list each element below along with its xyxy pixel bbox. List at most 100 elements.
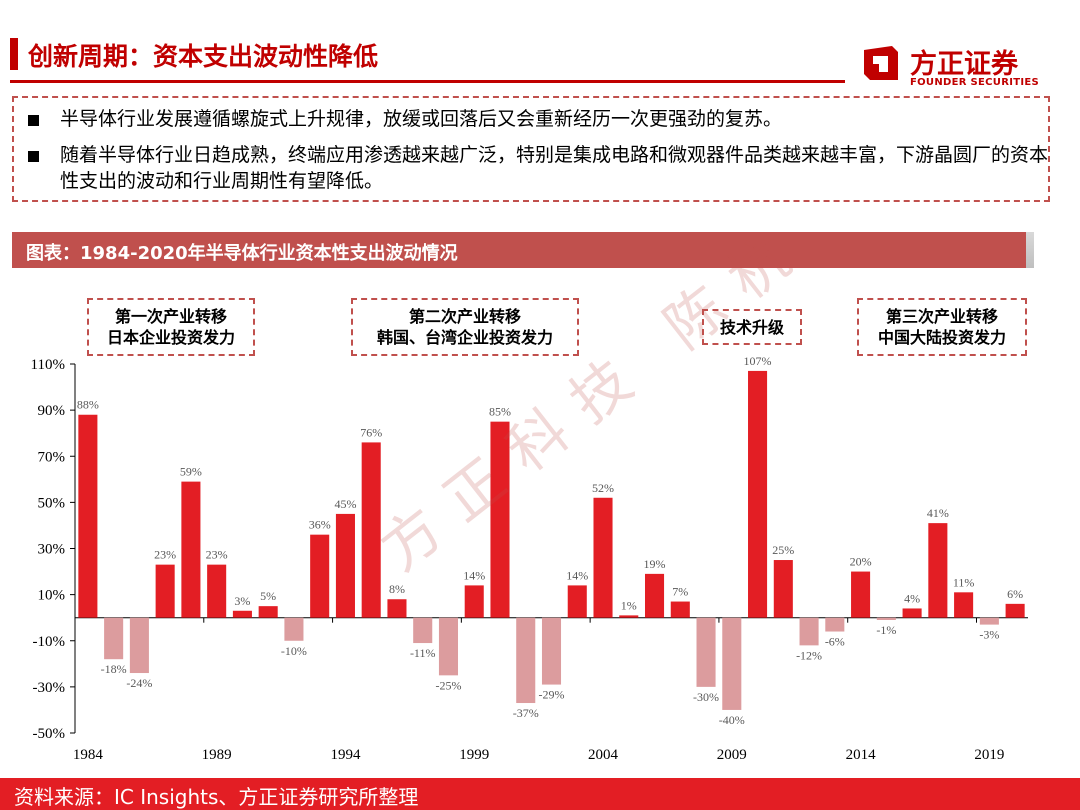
x-tick-label: 1999	[459, 747, 489, 763]
data-bar	[104, 617, 124, 660]
data-bar	[670, 601, 690, 618]
data-bar	[413, 617, 433, 644]
data-label: 25%	[772, 543, 794, 557]
data-label: 1%	[621, 598, 637, 612]
data-label: 19%	[644, 557, 666, 571]
data-bar	[825, 617, 845, 632]
callout-line: 中国大陆投资发力	[877, 328, 1006, 347]
data-label: 4%	[904, 591, 920, 605]
x-tick-label: 1989	[202, 747, 232, 763]
y-tick-label: -50%	[33, 726, 66, 742]
data-bar	[567, 585, 587, 618]
data-label: 6%	[1007, 587, 1023, 601]
data-label: 88%	[77, 398, 99, 412]
bullet-text: 半导体行业发展遵循螺旋式上升规律，放缓或回落后又会重新经历一次更强劲的复苏。	[60, 108, 783, 130]
data-bar	[361, 442, 381, 618]
y-tick-label: 30%	[38, 542, 66, 558]
data-bar	[748, 370, 768, 618]
data-bar	[593, 497, 613, 618]
data-bar	[78, 414, 98, 618]
data-bar	[181, 481, 201, 618]
callout-tech-upgrade: 技术升级	[702, 309, 802, 345]
data-label: -1%	[876, 623, 896, 637]
data-bar	[902, 608, 922, 618]
summary-box: 半导体行业发展遵循螺旋式上升规律，放缓或回落后又会重新经历一次更强劲的复苏。 随…	[12, 96, 1050, 202]
data-bar	[516, 617, 536, 704]
data-label: 23%	[206, 548, 228, 562]
y-tick-label: 70%	[38, 449, 66, 465]
founder-logo-icon	[864, 46, 898, 80]
callout-line: 日本企业投资发力	[106, 328, 235, 347]
data-label: 11%	[953, 575, 975, 589]
data-label: 52%	[592, 481, 614, 495]
y-tick-label: 110%	[31, 357, 65, 373]
callout-line: 韩国、台湾企业投资发力	[376, 328, 553, 347]
logo-english-name: FOUNDER SECURITIES	[910, 77, 1040, 88]
data-bar	[387, 599, 407, 618]
data-label: -18%	[101, 662, 127, 676]
data-bar	[928, 523, 948, 618]
data-bar	[129, 617, 149, 674]
data-label: -37%	[513, 706, 539, 720]
data-label: -6%	[825, 635, 845, 649]
footer-bar: 资料来源：IC Insights、方正证券研究所整理	[0, 778, 1080, 810]
callout-second-shift: 第二次产业转移 韩国、台湾企业投资发力	[351, 298, 579, 356]
data-bar	[979, 617, 999, 625]
callout-line: 第三次产业转移	[885, 307, 998, 326]
data-label: 7%	[672, 585, 688, 599]
x-tick-label: 2014	[846, 747, 877, 763]
data-label: 59%	[180, 465, 202, 479]
data-bar	[876, 617, 896, 620]
data-label: 23%	[154, 548, 176, 562]
data-label: -3%	[979, 628, 999, 642]
callout-line: 第二次产业转移	[408, 307, 521, 326]
x-tick-label: 2009	[717, 747, 747, 763]
data-label: 41%	[927, 506, 949, 520]
y-tick-label: 90%	[38, 403, 66, 419]
chart-banner-fill: 图表：1984-2020年半导体行业资本性支出波动情况	[12, 232, 1026, 268]
capex-bar-chart: 110%90%70%50%30%10%-10%-30%-50%88%-18%-2…	[31, 354, 1028, 763]
data-label: 76%	[360, 425, 382, 439]
data-bar	[284, 617, 304, 641]
logo-chinese-name: 方正证券	[910, 49, 1018, 80]
callout-line: 第一次产业转移	[114, 307, 227, 326]
x-tick-label: 2004	[588, 747, 619, 763]
data-bar	[155, 564, 175, 618]
data-label: 36%	[309, 518, 331, 532]
data-bar	[799, 617, 819, 646]
data-label: -24%	[126, 676, 152, 690]
x-tick-label: 1994	[330, 747, 361, 763]
x-tick-label: 2019	[974, 747, 1004, 763]
data-label: 45%	[334, 497, 356, 511]
chart-banner: 图表：1984-2020年半导体行业资本性支出波动情况	[12, 232, 1034, 268]
callout-first-shift: 第一次产业转移 日本企业投资发力	[87, 298, 255, 356]
data-bar	[438, 617, 459, 676]
data-bar	[619, 615, 639, 618]
bullet-text: 随着半导体行业日趋成熟，终端应用渗透越来越广泛，特别是集成电路和微观器件品类越来…	[60, 144, 1049, 192]
data-label: 14%	[566, 568, 588, 582]
data-bar	[464, 585, 484, 618]
data-label: 20%	[850, 555, 872, 569]
y-tick-label: 50%	[38, 495, 66, 511]
data-label: 8%	[389, 582, 405, 596]
source-note: 资料来源：IC Insights、方正证券研究所整理	[14, 785, 419, 809]
data-bar	[954, 592, 974, 618]
data-bar	[232, 610, 252, 618]
title-accent-bar	[10, 38, 18, 70]
data-label: 5%	[260, 589, 276, 603]
data-label: 85%	[489, 405, 511, 419]
data-label: -30%	[693, 690, 719, 704]
data-bar	[490, 421, 510, 618]
bullet-square-icon	[28, 151, 39, 162]
data-bar	[541, 617, 562, 685]
data-label: 3%	[234, 594, 250, 608]
data-label: -29%	[539, 688, 565, 702]
bullet-square-icon	[28, 115, 39, 126]
y-tick-label: 10%	[38, 588, 66, 604]
x-tick-label: 1984	[73, 747, 104, 763]
data-bar	[851, 571, 871, 618]
callout-third-shift: 第三次产业转移 中国大陆投资发力	[857, 298, 1027, 356]
data-bar	[696, 617, 716, 687]
data-bar	[207, 564, 227, 618]
data-label: 107%	[744, 354, 772, 368]
